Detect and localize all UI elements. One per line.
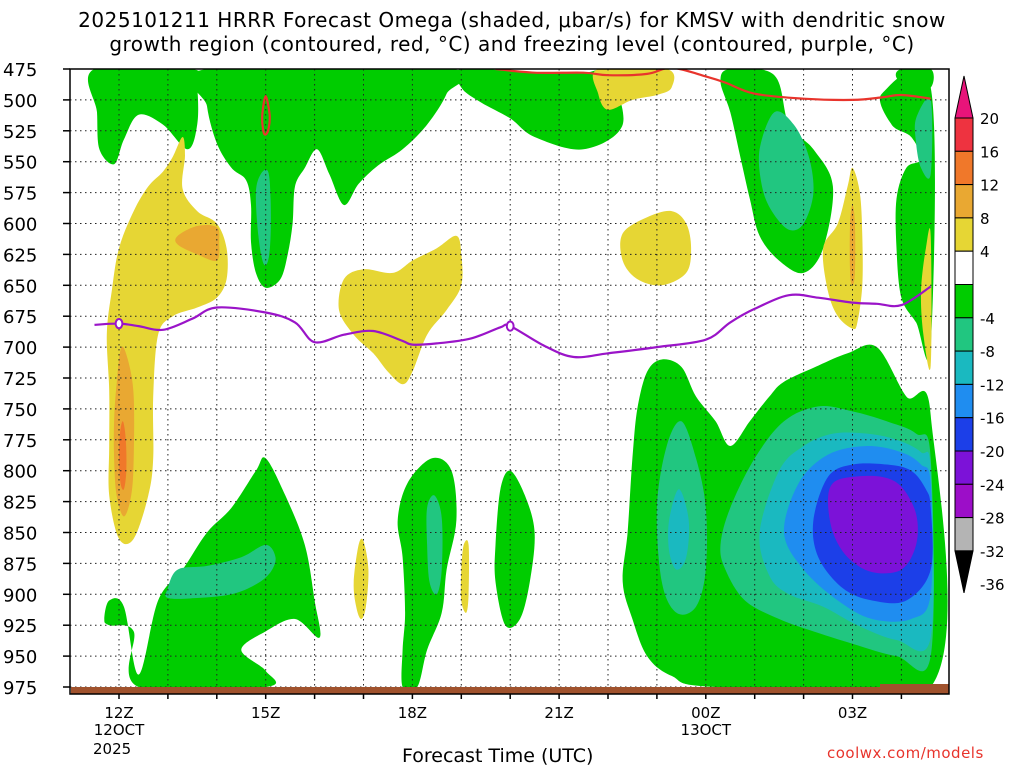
y-tick-label: 950 bbox=[3, 647, 37, 668]
omega-shading-layer bbox=[88, 69, 948, 694]
y-tick-label: 675 bbox=[3, 307, 37, 328]
colorbar-bin bbox=[954, 383, 974, 419]
freezing-level-label bbox=[114, 318, 124, 330]
colorbar-bin bbox=[954, 350, 974, 385]
colorbar-bin bbox=[954, 217, 974, 252]
ground-rise bbox=[880, 684, 949, 688]
freezing-level-line bbox=[94, 285, 932, 359]
y-tick-label: 875 bbox=[3, 554, 37, 575]
omega-region-27 bbox=[620, 210, 692, 286]
dgz-top-line bbox=[495, 69, 931, 102]
y-tick-label: 475 bbox=[3, 60, 37, 81]
omega-region-5 bbox=[895, 69, 934, 90]
y-tick-label: 525 bbox=[3, 122, 37, 143]
omega-region-8 bbox=[397, 457, 457, 692]
x-axis-title: Forecast Time (UTC) bbox=[402, 745, 594, 767]
x-tick-label: 00Z bbox=[691, 704, 720, 722]
colorbar-tick-label: -24 bbox=[980, 476, 1005, 494]
y-tick-label: 600 bbox=[3, 215, 37, 236]
colorbar-bin bbox=[954, 450, 974, 485]
y-tick-label: 550 bbox=[3, 153, 37, 174]
chart-title-line-2: growth region (contoured, red, °C) and f… bbox=[109, 32, 915, 56]
colorbar-bin bbox=[954, 250, 974, 285]
y-tick-label: 925 bbox=[3, 616, 37, 637]
omega-region-25 bbox=[118, 421, 127, 490]
colorbar-tick-label: 16 bbox=[980, 143, 999, 161]
omega-region-32 bbox=[353, 538, 369, 619]
colorbar-bin bbox=[954, 483, 974, 519]
colorbar-tick-label: -8 bbox=[980, 343, 995, 361]
x-tick-label: 21Z bbox=[544, 704, 573, 722]
start-year-label: 2025 bbox=[93, 740, 132, 758]
x-tick-label: 15Z bbox=[251, 704, 280, 722]
omega-region-9 bbox=[494, 470, 535, 628]
y-tick-label: 775 bbox=[3, 431, 37, 452]
colorbar-bin bbox=[954, 117, 974, 152]
colorbar-tick-label: 4 bbox=[980, 243, 990, 261]
colorbar-bin bbox=[954, 184, 974, 219]
site-credit[interactable]: coolwx.com/models bbox=[827, 744, 984, 762]
omega-region-10 bbox=[165, 544, 276, 599]
contour-lines-layer bbox=[94, 69, 932, 359]
omega-region-26 bbox=[338, 235, 463, 385]
chart-title-line-1: 2025101211 HRRR Forecast Omega (shaded, … bbox=[78, 8, 946, 32]
omega-region-21 bbox=[828, 475, 918, 574]
dgz-loop-15z bbox=[261, 95, 271, 136]
y-tick-label: 800 bbox=[3, 462, 37, 483]
y-tick-label: 825 bbox=[3, 493, 37, 514]
omega-region-14 bbox=[758, 111, 814, 231]
colorbar-tick-label: 12 bbox=[980, 177, 999, 195]
colorbar-tick-label: -32 bbox=[980, 543, 1005, 561]
y-tick-label: 850 bbox=[3, 524, 37, 545]
omega-region-31 bbox=[920, 228, 932, 370]
omega-region-11 bbox=[255, 169, 271, 266]
colorbar-bin bbox=[954, 284, 974, 319]
y-tick-label: 625 bbox=[3, 245, 37, 266]
colorbar-bin bbox=[954, 517, 974, 552]
omega-region-28 bbox=[592, 69, 675, 110]
chart-title: 2025101211 HRRR Forecast Omega (shaded, … bbox=[0, 8, 1024, 56]
y-tick-label: 650 bbox=[3, 276, 37, 297]
colorbar-tick-label: -16 bbox=[980, 410, 1005, 428]
x-tick-label: 03Z bbox=[838, 704, 867, 722]
omega-region-33 bbox=[460, 540, 470, 613]
colorbar-tick-label: 20 bbox=[980, 110, 999, 128]
omega-region-15 bbox=[914, 97, 933, 179]
colorbar-tick-label: 8 bbox=[980, 210, 990, 228]
colorbar-bin bbox=[954, 317, 974, 352]
x-tick-label: 12Z bbox=[104, 704, 133, 722]
colorbar-tick-label: -4 bbox=[980, 310, 995, 328]
colorbar-top-arrow bbox=[954, 75, 974, 119]
y-tick-label: 575 bbox=[3, 184, 37, 205]
x-tick-label: 18Z bbox=[398, 704, 427, 722]
freezing-level-label bbox=[505, 320, 515, 332]
x-tick-date-label: 12OCT bbox=[94, 721, 145, 739]
omega-region-0 bbox=[88, 69, 202, 165]
omega-region-23 bbox=[175, 224, 220, 262]
colorbar-bottom-arrow bbox=[954, 550, 974, 594]
omega-region-12 bbox=[426, 495, 443, 595]
colorbar-tick-label: -28 bbox=[980, 510, 1005, 528]
omega-region-18 bbox=[668, 489, 690, 570]
colorbar-tick-label: -20 bbox=[980, 443, 1005, 461]
y-tick-label: 900 bbox=[3, 585, 37, 606]
colorbar: 20 16 12 8 4 -4 -8 -12 -16 -20 -24 -28 -32 -36 bbox=[954, 75, 1005, 594]
omega-region-2 bbox=[455, 69, 624, 150]
surface-terrain-layer bbox=[71, 684, 949, 694]
y-tick-label: 750 bbox=[3, 400, 37, 421]
y-axis-pressure: 475 500 525 550 575 600 625 650 675 700 725 750 775 8… bbox=[3, 60, 70, 699]
y-tick-label: 500 bbox=[3, 91, 37, 112]
colorbar-bin bbox=[954, 417, 974, 452]
y-tick-label: 725 bbox=[3, 369, 37, 390]
y-tick-label: 975 bbox=[3, 678, 37, 699]
colorbar-tick-label: -12 bbox=[980, 376, 1005, 394]
y-tick-label: 700 bbox=[3, 338, 37, 359]
colorbar-tick-label: -36 bbox=[980, 576, 1005, 594]
ground-strip bbox=[71, 687, 949, 694]
colorbar-bin bbox=[954, 150, 974, 186]
gridlines-layer bbox=[70, 68, 949, 694]
x-tick-date-label: 13OCT bbox=[681, 721, 732, 739]
